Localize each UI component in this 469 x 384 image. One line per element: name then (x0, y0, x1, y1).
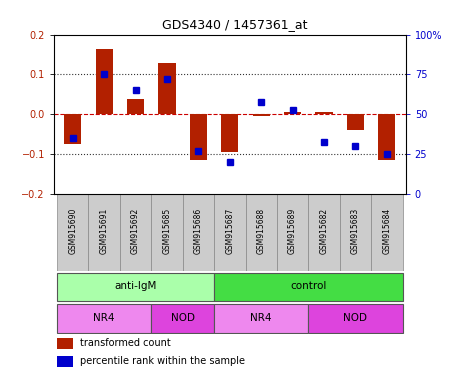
Text: GSM915687: GSM915687 (225, 208, 234, 254)
Bar (308, 194, 340, 271)
Bar (221, 114, 238, 152)
Text: NR4: NR4 (250, 313, 272, 323)
Bar (127, 99, 144, 114)
Bar (120, 194, 151, 271)
Text: GSM915691: GSM915691 (100, 208, 109, 254)
Bar (277, 194, 308, 271)
Text: NOD: NOD (343, 313, 367, 323)
Bar (371, 194, 402, 271)
Bar (57, 356, 73, 367)
Text: GSM915692: GSM915692 (131, 208, 140, 254)
Text: GSM915682: GSM915682 (319, 208, 328, 254)
Bar (190, 114, 207, 161)
Text: NR4: NR4 (93, 313, 115, 323)
Bar (151, 194, 183, 271)
Text: anti-IgM: anti-IgM (114, 281, 157, 291)
Text: control: control (290, 281, 326, 291)
Bar (253, 114, 270, 116)
Bar (64, 114, 82, 144)
Bar (57, 304, 151, 333)
Text: GSM915689: GSM915689 (288, 208, 297, 254)
Bar (347, 114, 364, 131)
Bar (308, 304, 402, 333)
Bar (57, 273, 214, 301)
Text: GSM915690: GSM915690 (68, 208, 77, 254)
Bar (378, 114, 395, 161)
Bar (159, 63, 175, 114)
Bar (151, 304, 214, 333)
Bar (315, 112, 333, 114)
Bar (214, 194, 245, 271)
Bar (57, 338, 73, 349)
Text: GSM915686: GSM915686 (194, 208, 203, 254)
Bar (340, 194, 371, 271)
Text: GSM915688: GSM915688 (257, 208, 266, 254)
Bar (183, 194, 214, 271)
Text: percentile rank within the sample: percentile rank within the sample (80, 356, 245, 366)
Bar (57, 194, 89, 271)
Bar (214, 273, 402, 301)
Text: GSM915684: GSM915684 (382, 208, 391, 254)
Bar (284, 112, 301, 114)
Text: GSM915685: GSM915685 (162, 208, 172, 254)
Text: GSM915683: GSM915683 (351, 208, 360, 254)
Bar (89, 194, 120, 271)
Text: transformed count: transformed count (80, 338, 171, 348)
Text: NOD: NOD (171, 313, 195, 323)
Bar (245, 194, 277, 271)
Bar (96, 48, 113, 114)
Text: GDS4340 / 1457361_at: GDS4340 / 1457361_at (162, 18, 307, 31)
Bar (214, 304, 308, 333)
